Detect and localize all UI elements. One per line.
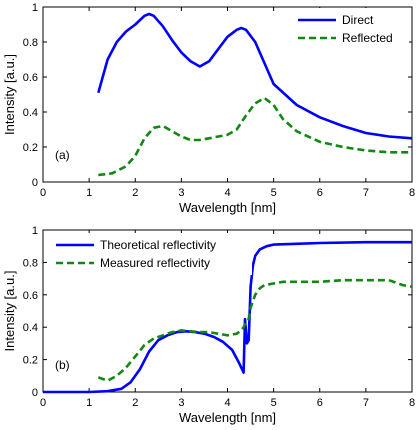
series-line-1 (97, 12, 413, 140)
x-tick-label: 2 (132, 397, 138, 409)
legend-box (294, 8, 409, 50)
x-tick-label: 6 (317, 397, 323, 409)
legend-label-1: Direct (342, 13, 374, 27)
y-tick-label: 0.6 (23, 72, 38, 84)
x-tick-label: 7 (363, 397, 369, 409)
x-tick-label: 2 (132, 187, 138, 199)
x-tick-label: 0 (40, 397, 46, 409)
y-tick-label: 0.2 (23, 355, 38, 367)
x-tick-label: 8 (409, 187, 415, 199)
x-tick-label: 1 (86, 397, 92, 409)
x-axis-label: Wavelength [nm] (179, 410, 276, 425)
y-tick-label: 1 (32, 225, 38, 237)
x-tick-label: 4 (224, 397, 230, 409)
x-tick-label: 5 (271, 397, 277, 409)
panel-a: 0 1 2 3 4 5 6 7 8 0 0.2 0.4 0.6 0.8 1 Wavelength [nm] In… (2, 2, 415, 215)
y-tick-label: 1 (32, 2, 38, 14)
y-tick-label: 0 (32, 387, 38, 399)
panel-b: 0 1 2 3 4 5 6 7 8 0 0.2 0.4 0.6 0.8 1 Wavelength [nm] In… (2, 225, 415, 425)
series-line-1 (43, 240, 412, 394)
y-axis-label: Intensity [a.u.] (2, 271, 17, 352)
y-tick-label: 0.2 (23, 142, 38, 154)
x-tick-label: 3 (178, 187, 184, 199)
y-tick-label: 0.4 (23, 322, 38, 334)
y-tick-label: 0.6 (23, 290, 38, 302)
x-tick-label: 1 (86, 187, 92, 199)
legend-label-1: Theoretical reflectivity (100, 238, 216, 252)
x-tick-label: 6 (317, 187, 323, 199)
y-tick-label: 0.8 (23, 37, 38, 49)
y-tick-label: 0.8 (23, 257, 38, 269)
x-tick-label: 4 (224, 187, 230, 199)
y-axis-label: Intensity [a.u.] (2, 54, 17, 135)
x-axis-label: Wavelength [nm] (179, 200, 276, 215)
legend-label-2: Reflected (342, 31, 393, 45)
legend-box (52, 233, 252, 275)
panel-label: (a) (55, 148, 70, 162)
x-tick-label: 7 (363, 187, 369, 199)
x-tick-label: 0 (40, 187, 46, 199)
x-tick-label: 8 (409, 397, 415, 409)
y-tick-label: 0.4 (23, 107, 38, 119)
y-tick-label: 0 (32, 177, 38, 189)
series-line-2 (98, 96, 412, 177)
series-line-2 (97, 278, 413, 383)
x-tick-label: 3 (178, 397, 184, 409)
x-tick-label: 5 (271, 187, 277, 199)
panel-label: (b) (55, 358, 70, 372)
legend-label-2: Measured reflectivity (100, 256, 210, 270)
